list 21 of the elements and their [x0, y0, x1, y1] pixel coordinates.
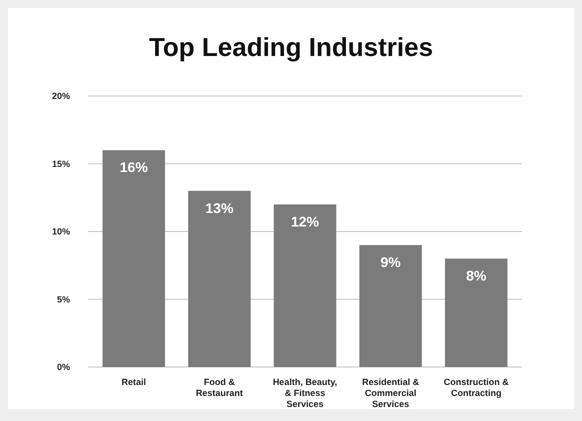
y-tick-label: 5%: [56, 294, 70, 304]
y-tick-label: 15%: [52, 158, 70, 169]
data-label: 12%: [290, 213, 320, 230]
x-tick-label: Construction & Contracting: [444, 377, 510, 398]
x-tick-label: Retail: [122, 377, 146, 387]
bar: [188, 190, 251, 367]
bar: [274, 204, 336, 367]
data-label: 13%: [205, 200, 234, 216]
x-tick-label: Residential & Commercial Services: [362, 377, 420, 409]
y-tick-label: 10%: [52, 226, 70, 236]
data-label: 8%: [466, 268, 487, 284]
data-label: 16%: [120, 159, 148, 176]
chart-title: Top Leading Industries: [148, 32, 434, 62]
bar: [359, 245, 422, 367]
y-tick-label: 0%: [56, 362, 70, 372]
bar: [102, 150, 166, 367]
x-tick-label: Health, Beauty, & Fitness Services: [272, 377, 338, 409]
data-label: 9%: [380, 254, 402, 270]
bar: [444, 258, 508, 367]
x-tick-label: Food & Restaurant: [196, 377, 243, 398]
y-tick-label: 20%: [52, 91, 70, 101]
